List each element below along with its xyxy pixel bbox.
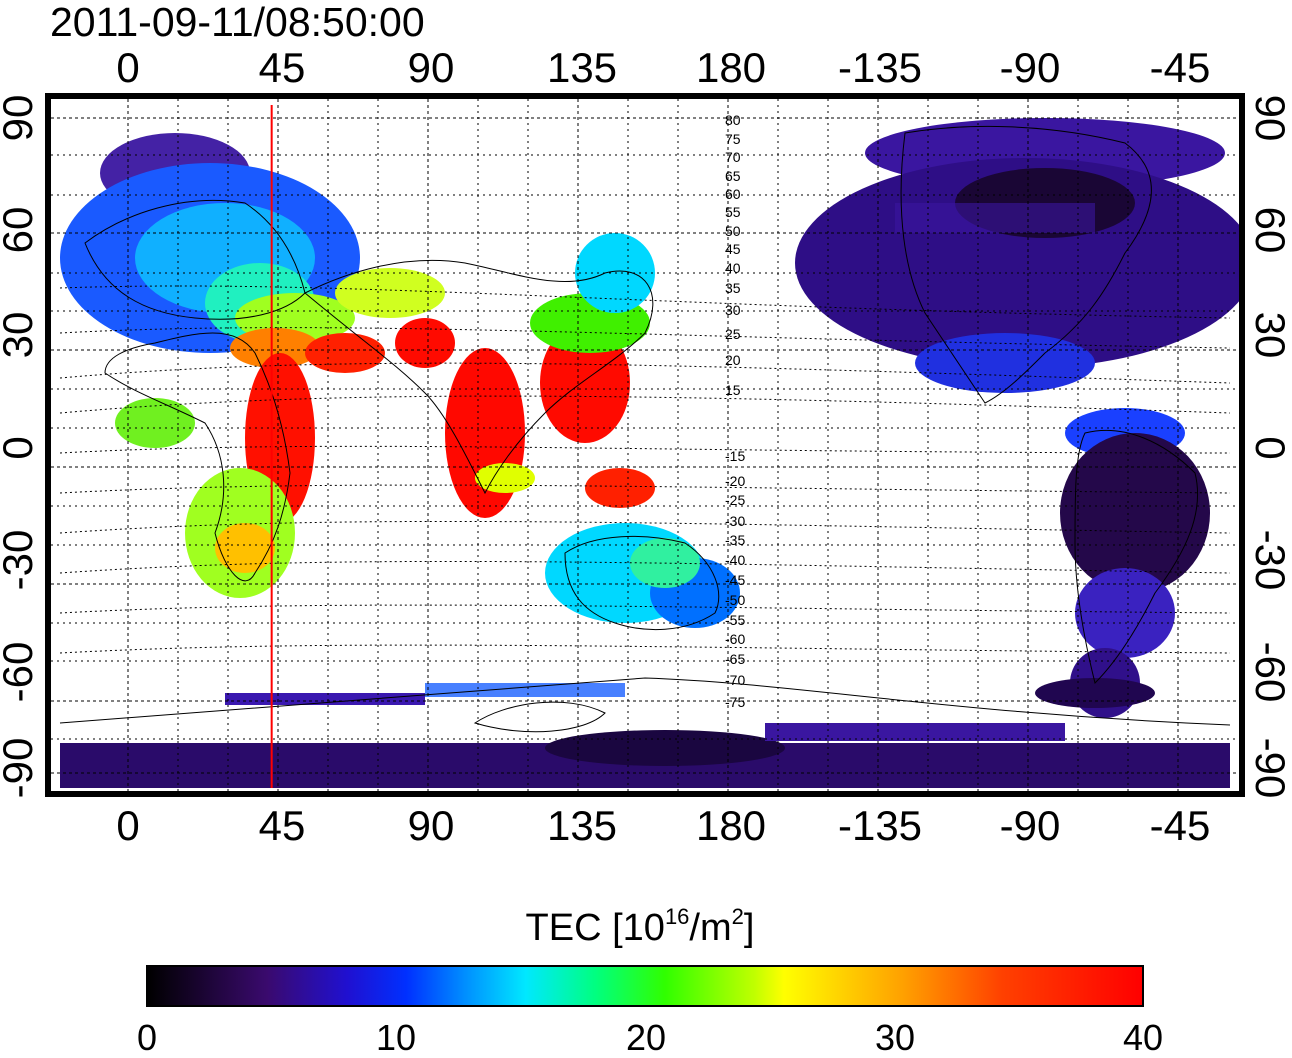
contour-label: 70 <box>725 149 741 165</box>
lat-tick-right: -90 <box>1247 737 1292 799</box>
lat-tick-right: 60 <box>1247 206 1292 254</box>
contour-label: -60 <box>725 631 745 647</box>
contour-label: 60 <box>725 186 741 202</box>
contour-label: -65 <box>725 651 745 667</box>
contour-label: -55 <box>725 612 745 628</box>
contour-label: 65 <box>725 168 741 184</box>
lon-tick-bottom: 90 <box>407 802 455 849</box>
colorbar-title-exponent-2: 2 <box>731 904 744 929</box>
lon-tick-bottom: -45 <box>1149 802 1211 849</box>
lat-tick-right: 0 <box>1247 436 1292 460</box>
contour-label-layer: 80 75 70 65 60 55 50 45 40 35 30 25 20 15 -15 -20 -25 -30… <box>725 112 745 710</box>
lon-tick-top: -45 <box>1149 44 1211 91</box>
grid-lines <box>45 93 1245 797</box>
lat-tick-left: -60 <box>0 641 41 703</box>
lat-tick-left: -90 <box>0 737 41 799</box>
contour-label: 40 <box>725 260 741 276</box>
contour-label: -75 <box>725 694 745 710</box>
contour-label: -50 <box>725 592 745 608</box>
timestamp-title: 2011-09-11/08:50:00 <box>50 0 425 45</box>
contour-label: -40 <box>725 552 745 568</box>
map-frame-right-bar <box>1239 93 1245 797</box>
lat-tick-left: 60 <box>0 206 41 254</box>
contour-label: -30 <box>725 513 745 529</box>
lat-tick-right: -60 <box>1247 641 1292 703</box>
lon-tick-top: -90 <box>999 44 1061 91</box>
contour-label: 80 <box>725 112 741 128</box>
lat-tick-right: 90 <box>1247 94 1292 142</box>
lon-tick-top: 0 <box>116 44 140 91</box>
contour-label: 20 <box>725 352 741 368</box>
colorbar-tick: 0 <box>136 1017 158 1058</box>
lon-tick-bottom: 45 <box>258 802 306 849</box>
colorbar-tick: 30 <box>874 1017 916 1058</box>
lon-tick-top: 45 <box>258 44 306 91</box>
lon-tick-top: -135 <box>837 44 923 91</box>
lat-tick-left: -30 <box>0 529 41 591</box>
colorbar-title-end: ] <box>743 907 755 949</box>
map-frame-top-bar <box>45 93 1245 99</box>
contour-label: 75 <box>725 131 741 147</box>
lat-tick-left: 0 <box>0 436 41 459</box>
contour-label: 35 <box>725 280 741 296</box>
colorbar-title: TEC [1016/m2] <box>470 906 810 950</box>
map-frame-bottom-bar <box>45 791 1245 797</box>
contour-label: 30 <box>725 302 741 318</box>
lat-tick-right: 30 <box>1247 311 1292 359</box>
major-grid-lines <box>45 93 1245 797</box>
colorbar-tick: 10 <box>375 1017 417 1058</box>
map-frame-left-bar <box>45 93 51 797</box>
contour-label: -25 <box>725 492 745 508</box>
lon-tick-top: 90 <box>407 44 455 91</box>
colorbar-title-exponent-1: 16 <box>664 904 690 929</box>
tec-data-layer <box>60 118 1245 788</box>
lon-tick-bottom: -135 <box>837 802 923 849</box>
colorbar-tick: 20 <box>625 1017 667 1058</box>
lon-tick-bottom: 180 <box>695 802 767 849</box>
colorbar-title-text: TEC [10 <box>525 907 665 949</box>
contour-label: -70 <box>725 672 745 688</box>
lat-tick-right: -30 <box>1247 529 1292 591</box>
contour-label: 45 <box>725 241 741 257</box>
lon-tick-top: 135 <box>546 44 618 91</box>
contour-label: -15 <box>725 448 745 464</box>
colorbar-gradient <box>146 965 1144 1007</box>
contour-label: 15 <box>725 382 741 398</box>
contour-label: -20 <box>725 473 745 489</box>
coastline-layer <box>59 125 1231 733</box>
contour-label: -35 <box>725 532 745 548</box>
contour-label: 55 <box>725 204 741 220</box>
lat-tick-left: 30 <box>0 311 41 359</box>
colorbar-title-unit: /m <box>689 907 732 949</box>
colorbar-tick: 40 <box>1122 1017 1164 1058</box>
contour-label: 50 <box>725 223 741 239</box>
lon-tick-bottom: -90 <box>999 802 1061 849</box>
lon-tick-top: 180 <box>695 44 767 91</box>
lon-tick-bottom: 135 <box>546 802 618 849</box>
contour-label: 25 <box>725 326 741 342</box>
lat-tick-left: 90 <box>0 94 41 142</box>
tec-map: 80 75 70 65 60 55 50 45 40 35 30 25 20 15 -15 -20 -25 -30… <box>45 93 1245 797</box>
lon-tick-bottom: 0 <box>116 802 140 849</box>
contour-label: -45 <box>725 572 745 588</box>
